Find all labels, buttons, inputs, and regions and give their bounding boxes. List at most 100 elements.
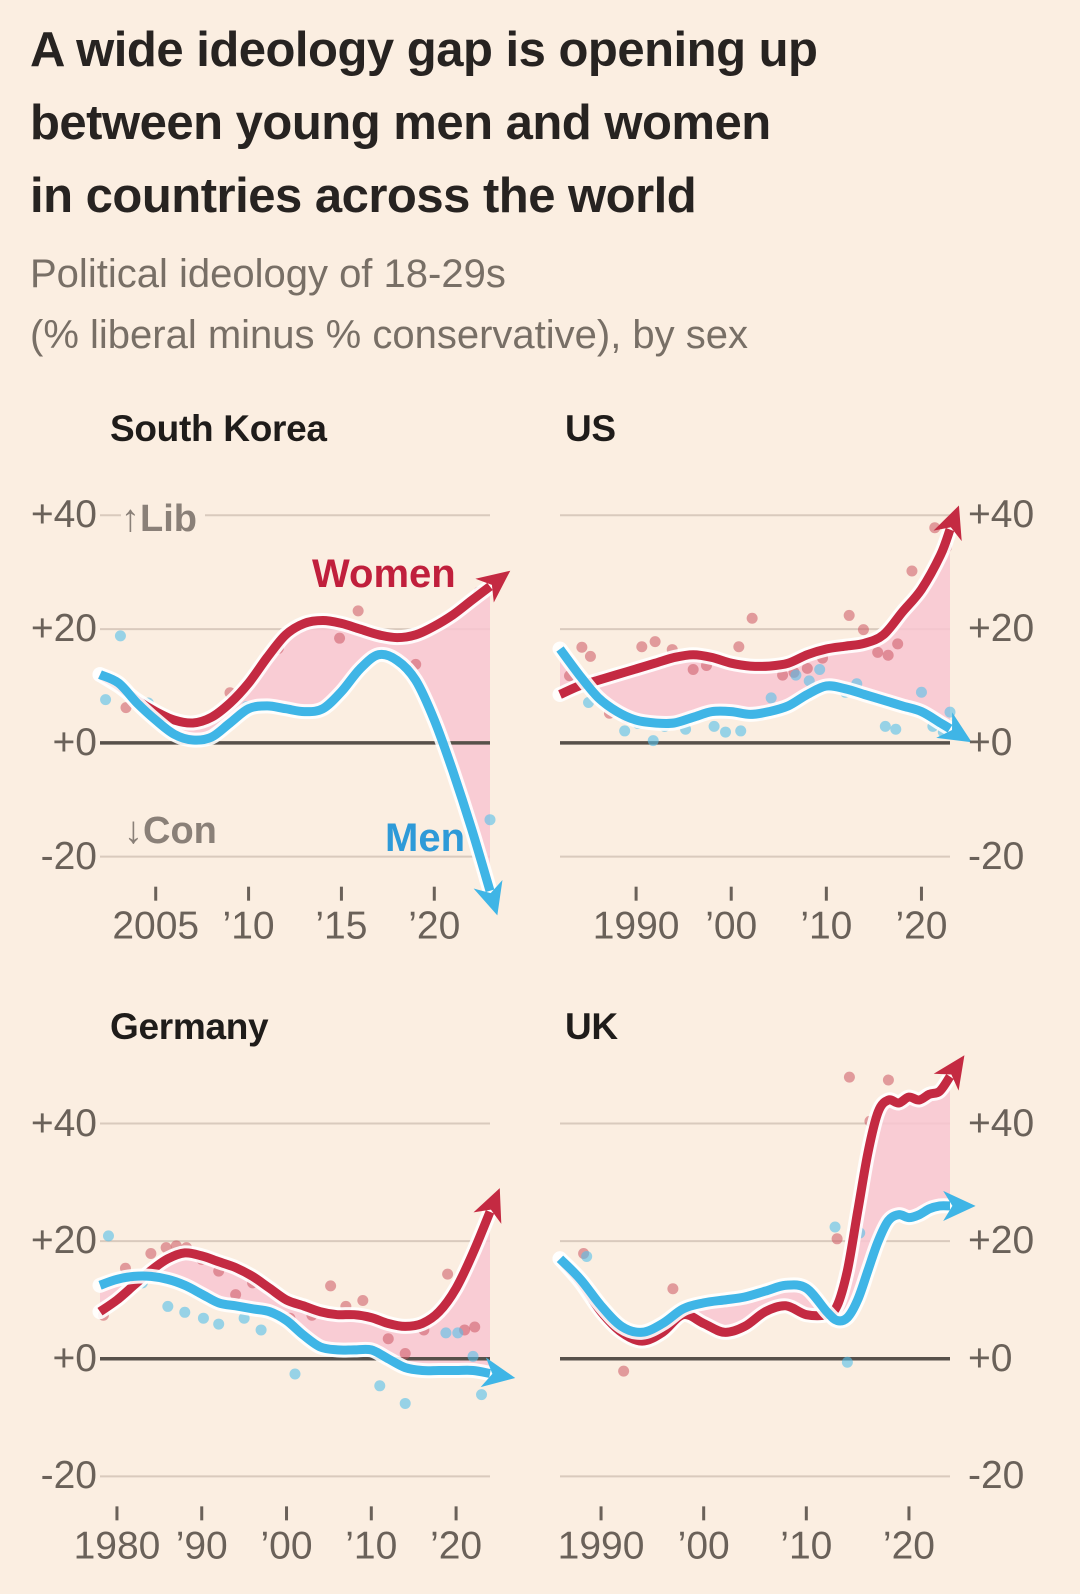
chart-south-korea: 2005 ’10 ’15 ’20 <box>92 514 511 948</box>
x-tick-label: ’10 <box>800 905 852 948</box>
y-tick-label: +20 <box>30 607 97 651</box>
women-data-dot <box>872 646 884 658</box>
men-data-dot <box>399 1397 411 1409</box>
women-data-dot <box>733 641 745 653</box>
x-tick-label: ’90 <box>176 1524 228 1567</box>
x-tick-label: ’15 <box>315 905 367 948</box>
women-data-dot <box>469 1321 481 1333</box>
title-line-3: in countries across the world <box>30 169 697 223</box>
women-data-dot <box>882 1074 894 1086</box>
women-series-label: Women <box>312 552 456 596</box>
men-data-dot <box>790 669 802 681</box>
men-data-dot <box>162 1300 174 1312</box>
x-tick-label: 2005 <box>112 905 199 948</box>
liberal-direction-label: ↑Lib <box>121 498 205 541</box>
x-tick-label: 1980 <box>74 1524 161 1567</box>
women-data-dot <box>892 638 904 650</box>
men-data-dot <box>841 1356 853 1368</box>
x-tick-label: ’20 <box>430 1524 482 1567</box>
men-trend-line <box>556 646 972 743</box>
x-tick-label: ’20 <box>408 905 460 948</box>
y-tick-label: +0 <box>968 1336 1013 1380</box>
women-data-dot <box>636 641 648 653</box>
men-data-dot <box>890 723 902 735</box>
men-data-dot <box>114 630 126 642</box>
x-tick-label: 1990 <box>593 905 680 948</box>
men-data-dot <box>374 1380 386 1392</box>
men-data-dot <box>255 1324 267 1336</box>
women-data-dot <box>399 1347 411 1359</box>
women-data-dot <box>618 1365 630 1377</box>
men-data-dot <box>944 706 956 718</box>
women-data-dot <box>667 1283 679 1295</box>
men-data-dot <box>213 1318 225 1330</box>
x-tick-label: ’00 <box>260 1524 312 1567</box>
chart-germany: 1980 ’90 ’00 ’10 ’20 <box>74 1122 516 1567</box>
y-tick-label: +40 <box>968 1101 1035 1145</box>
chart-us: 1990 ’00 ’10 ’20 <box>552 505 972 948</box>
women-data-dot <box>882 649 894 661</box>
women-data-dot <box>857 624 869 636</box>
men-data-dot <box>179 1306 191 1318</box>
x-tick-label: ’20 <box>895 905 947 948</box>
y-tick-label: +40 <box>30 493 97 537</box>
x-tick-label: ’00 <box>705 905 757 948</box>
men-data-dot <box>814 663 826 675</box>
gender-gap-fill <box>100 1211 490 1374</box>
women-data-dot <box>357 1295 369 1307</box>
title-line-1: A wide ideology gap is opening up <box>30 23 818 77</box>
x-tick-label: 1990 <box>558 1524 645 1567</box>
men-data-dot <box>289 1368 301 1380</box>
men-data-dot <box>102 1230 114 1242</box>
women-trend-line <box>97 1188 502 1331</box>
title-line-2: between young men and women <box>30 96 771 150</box>
men-data-dot <box>467 1350 479 1362</box>
men-data-dot <box>476 1389 488 1401</box>
y-tick-label: +40 <box>30 1101 97 1145</box>
men-data-dot <box>484 814 496 826</box>
men-data-dot <box>619 725 631 737</box>
women-data-dot <box>576 641 588 653</box>
women-data-dot <box>325 1280 337 1292</box>
women-data-dot <box>929 522 941 534</box>
women-data-dot <box>831 1233 843 1245</box>
women-data-dot <box>906 565 918 577</box>
men-data-dot <box>197 1312 209 1324</box>
conservative-direction-label: ↓Con <box>124 810 217 852</box>
men-data-dot <box>829 1221 841 1233</box>
figure-subtitle: Political ideology of 18-29s (% liberal … <box>30 244 748 366</box>
y-tick-label: -20 <box>968 1454 1025 1498</box>
y-tick-label: +0 <box>52 1336 97 1380</box>
panel-title-uk: UK <box>565 1006 618 1047</box>
men-data-dot <box>452 1327 464 1339</box>
women-data-dot <box>687 663 699 675</box>
y-tick-label: +0 <box>52 720 97 764</box>
x-tick-label: ’10 <box>345 1524 397 1567</box>
women-data-dot <box>382 1333 394 1345</box>
women-data-dot <box>584 650 596 662</box>
men-trend-line <box>98 649 503 916</box>
panel-title-south-korea: South Korea <box>110 408 327 449</box>
men-trend-line <box>556 1190 976 1337</box>
x-tick-label: ’00 <box>678 1524 730 1567</box>
women-trend-line <box>558 505 962 699</box>
men-data-dot <box>440 1327 452 1339</box>
x-tick-label: ’10 <box>223 905 275 948</box>
women-data-dot <box>334 632 346 644</box>
men-data-dot <box>735 725 747 737</box>
men-data-dot <box>581 1250 593 1262</box>
men-data-dot <box>879 720 891 732</box>
y-tick-label: -20 <box>40 1454 97 1498</box>
men-data-dot <box>238 1312 250 1324</box>
gender-gap-fill <box>560 529 950 729</box>
y-tick-label: +20 <box>968 607 1035 651</box>
women-data-dot <box>352 605 364 617</box>
men-data-dot <box>765 692 777 704</box>
subtitle-line-2: (% liberal minus % conservative), by sex <box>30 313 749 357</box>
men-data-dot <box>647 735 659 747</box>
women-trend-line <box>97 570 511 728</box>
women-data-dot <box>843 1071 855 1083</box>
chart-uk: 1990 ’00 ’10 ’20 <box>552 1055 976 1567</box>
men-data-dot <box>708 720 720 732</box>
